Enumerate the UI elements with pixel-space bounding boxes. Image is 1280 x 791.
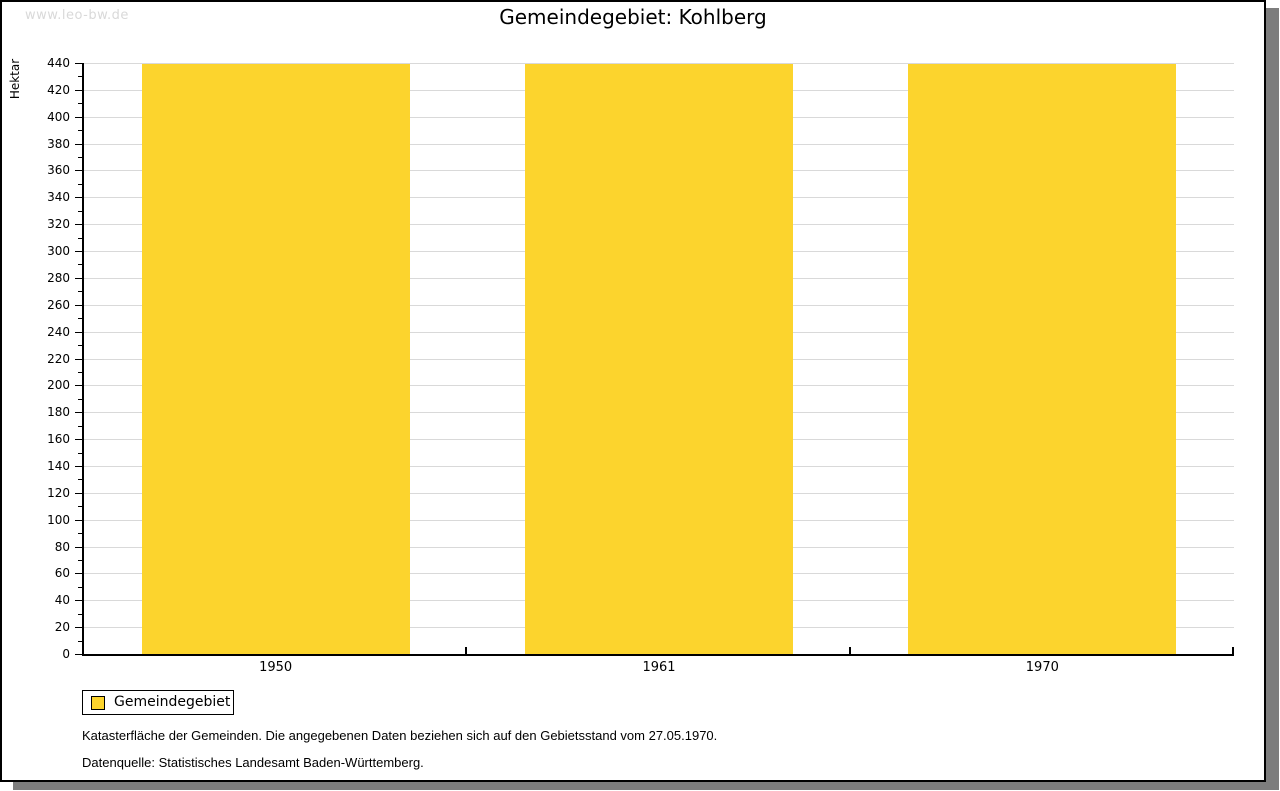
y-tick-label: 220 [47, 351, 70, 366]
chart-title: Gemeindegebiet: Kohlberg [499, 5, 767, 29]
y-tick-label: 400 [47, 109, 70, 124]
y-tick-label: 360 [47, 163, 70, 178]
y-axis-major-tick [75, 170, 82, 172]
y-axis-major-tick [75, 143, 82, 145]
y-tick-label: 240 [47, 324, 70, 339]
y-tick-label: 140 [47, 458, 70, 473]
footnote-line1: Katasterfläche der Gemeinden. Die angege… [82, 728, 718, 743]
y-axis-title: Hektar [8, 58, 22, 100]
y-axis-major-tick [75, 224, 82, 226]
legend: Gemeindegebiet [82, 690, 234, 715]
y-tick-label: 200 [47, 378, 70, 393]
y-axis-minor-tick [78, 157, 82, 159]
y-gridline [84, 63, 1234, 64]
y-tick-label: 80 [54, 539, 70, 554]
y-tick-label: 440 [47, 56, 70, 70]
y-axis-major-tick [75, 304, 82, 306]
x-axis-line [82, 654, 1234, 656]
y-axis-major-tick [75, 63, 82, 64]
y-axis-minor-tick [78, 103, 82, 105]
y-tick-label: 380 [47, 136, 70, 151]
y-axis-minor-tick [78, 506, 82, 508]
legend-label: Gemeindegebiet [114, 694, 231, 710]
watermark: www.leo-bw.de [25, 8, 129, 23]
bar-1970 [908, 64, 1177, 654]
y-axis-major-tick [75, 197, 82, 199]
y-axis-major-tick [75, 627, 82, 629]
y-axis-minor-tick [78, 452, 82, 454]
footnote-line2: Datenquelle: Statistisches Landesamt Bad… [82, 755, 424, 770]
y-axis-minor-tick [78, 398, 82, 400]
y-axis-major-tick [75, 89, 82, 91]
y-tick-label: 20 [54, 620, 70, 635]
bar-1961 [524, 64, 794, 654]
x-axis-tick [1232, 647, 1234, 654]
y-axis-minor-tick [78, 559, 82, 561]
y-axis-major-tick [75, 412, 82, 414]
y-axis-minor-tick [78, 183, 82, 185]
y-axis-minor-tick [78, 479, 82, 481]
y-axis-minor-tick [78, 76, 82, 78]
y-axis-minor-tick [78, 586, 82, 588]
y-axis-major-tick [75, 251, 82, 253]
y-axis-minor-tick [78, 533, 82, 535]
x-axis-tick [848, 647, 851, 654]
y-axis-major-tick [75, 519, 82, 521]
legend-swatch [91, 696, 105, 710]
y-tick-label: 180 [47, 405, 70, 420]
chart-frame: www.leo-bw.de Gemeindegebiet: Kohlberg H… [0, 0, 1266, 782]
x-axis-tick [465, 647, 468, 654]
y-axis-major-tick [75, 277, 82, 279]
y-tick-label: 340 [47, 190, 70, 205]
bar-1950 [141, 64, 410, 654]
y-tick-label: 320 [47, 217, 70, 232]
y-axis-minor-tick [78, 613, 82, 615]
y-axis-major-tick [75, 492, 82, 494]
y-axis-major-tick [75, 331, 82, 333]
y-axis-major-tick [75, 546, 82, 548]
y-tick-label: 300 [47, 244, 70, 259]
y-axis-major-tick [75, 573, 82, 575]
y-axis-minor-tick [78, 345, 82, 347]
y-tick-label: 120 [47, 485, 70, 500]
y-tick-label: 160 [47, 432, 70, 447]
y-axis-major-tick [75, 385, 82, 387]
y-tick-label: 60 [54, 566, 70, 581]
y-axis-major-tick [75, 439, 82, 441]
y-axis-major-tick [75, 465, 82, 467]
y-axis-minor-tick [78, 425, 82, 427]
y-tick-label: 100 [47, 512, 70, 527]
x-axis-label-1970: 1970 [1025, 660, 1059, 675]
y-axis-minor-tick [78, 640, 82, 642]
y-axis-major-tick [75, 358, 82, 360]
plot-area: 0 20 40 60 80 100 120 140 160 180 200 220 240 260 280 3… [47, 56, 1234, 675]
y-tick-label: 420 [47, 82, 70, 97]
y-tick-label: 260 [47, 297, 70, 312]
y-axis-minor-tick [78, 130, 82, 132]
y-tick-label: 40 [54, 593, 70, 608]
x-axis-label-1961: 1961 [642, 660, 676, 675]
y-axis-minor-tick [78, 318, 82, 320]
y-axis-major-tick [75, 600, 82, 602]
y-axis-major-tick [75, 654, 82, 655]
y-axis-major-tick [75, 116, 82, 118]
y-tick-label: 0 [62, 647, 70, 661]
y-axis-minor-tick [78, 237, 82, 239]
y-axis-minor-tick [78, 371, 82, 373]
x-axis-label-1950: 1950 [259, 660, 293, 675]
y-axis-minor-tick [78, 210, 82, 212]
y-tick-label: 280 [47, 270, 70, 285]
y-axis-minor-tick [78, 264, 82, 266]
y-axis-line [82, 63, 84, 656]
y-axis-minor-tick [78, 291, 82, 293]
